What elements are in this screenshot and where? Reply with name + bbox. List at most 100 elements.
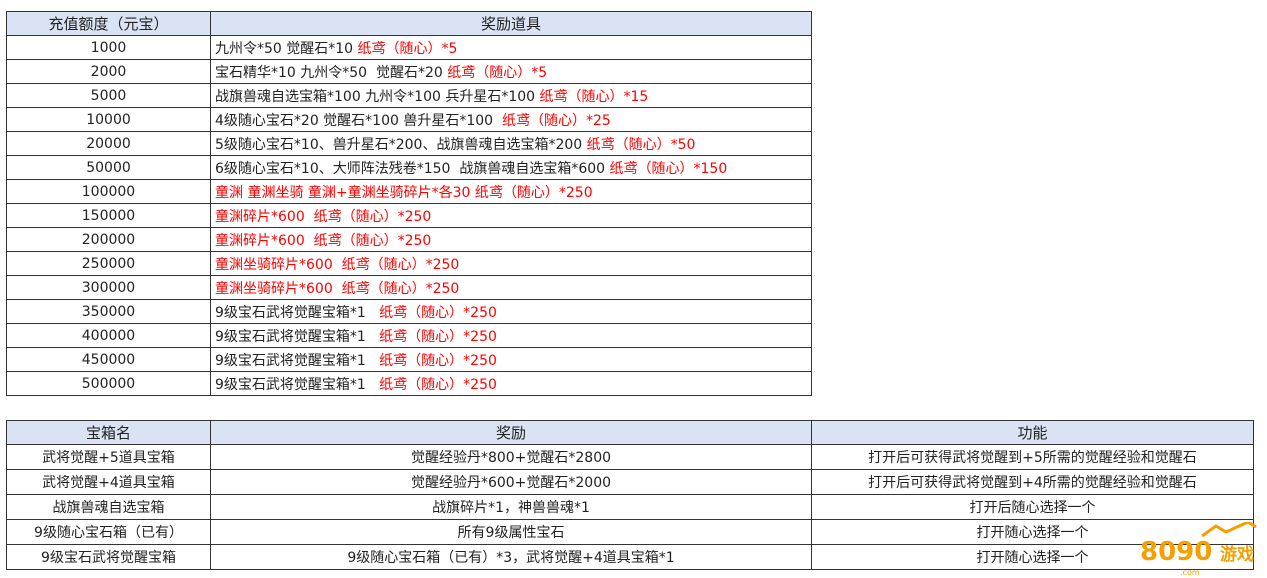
amount-cell: 500000 xyxy=(6,371,211,396)
amount-cell: 100000 xyxy=(6,179,211,204)
items-cell: 童渊碎片*600 纸鸢（随心）*250 xyxy=(210,203,812,228)
highlight-text: 童渊碎片*600 纸鸢（随心）*250 xyxy=(215,208,432,225)
highlight-text: 纸鸢（随心）*150 xyxy=(609,160,728,177)
table-row: 300000 童渊坐骑碎片*600 纸鸢（随心）*250 xyxy=(6,275,812,300)
highlight-text: 纸鸢（随心）*50 xyxy=(586,136,696,153)
function-cell: 打开随心选择一个 xyxy=(811,519,1254,545)
items-text: 4级随心宝石*20 觉醒石*100 兽升星石*100 xyxy=(215,112,502,129)
amount-cell: 250000 xyxy=(6,251,211,276)
reward-cell: 觉醒经验丹*600+觉醒石*2000 xyxy=(210,469,812,495)
items-text: 战旗兽魂自选宝箱*100 九州令*100 兵升星石*100 xyxy=(215,88,540,105)
amount-cell: 400000 xyxy=(6,323,211,348)
amount-cell: 5000 xyxy=(6,83,211,108)
table-row: 5000 战旗兽魂自选宝箱*100 九州令*100 兵升星石*100 纸鸢（随心）… xyxy=(6,83,812,108)
table-row: 2000 宝石精华*10 九州令*50 觉醒石*20 纸鸢（随心）*5 xyxy=(6,59,812,84)
items-cell: 童渊坐骑碎片*600 纸鸢（随心）*250 xyxy=(210,251,812,276)
amount-cell: 300000 xyxy=(6,275,211,300)
table-row: 350000 9级宝石武将觉醒宝箱*1 纸鸢（随心）*250 xyxy=(6,299,812,324)
items-cell: 9级宝石武将觉醒宝箱*1 纸鸢（随心）*250 xyxy=(210,299,812,324)
table-row: 500000 9级宝石武将觉醒宝箱*1 纸鸢（随心）*250 xyxy=(6,371,812,396)
amount-cell: 1000 xyxy=(6,35,211,60)
table-header: 宝箱名 奖励 功能 xyxy=(6,420,1254,445)
items-cell: 9级宝石武将觉醒宝箱*1 纸鸢（随心）*250 xyxy=(210,323,812,348)
function-cell: 打开后随心选择一个 xyxy=(811,494,1254,520)
items-text: 宝石精华*10 九州令*50 觉醒石*20 xyxy=(215,64,448,81)
table-header: 充值额度（元宝） 奖励道具 xyxy=(6,11,812,36)
items-text: 九州令*50 觉醒石*10 xyxy=(215,40,358,57)
table-row: 战旗兽魂自选宝箱 战旗碎片*1，神兽兽魂*1 打开后随心选择一个 xyxy=(6,494,1254,520)
table-row: 100000 童渊 童渊坐骑 童渊+童渊坐骑碎片*各30 纸鸢（随心）*250 xyxy=(6,179,812,204)
items-text: 9级宝石武将觉醒宝箱*1 xyxy=(215,304,380,321)
chest-table: 宝箱名 奖励 功能 武将觉醒+5道具宝箱 觉醒经验丹*800+觉醒石*2800 打开… xyxy=(6,420,1254,570)
items-cell: 宝石精华*10 九州令*50 觉醒石*20 纸鸢（随心）*5 xyxy=(210,59,812,84)
table-row: 20000 5级随心宝石*10、兽升星石*200、战旗兽魂自选宝箱*200 纸鸢（… xyxy=(6,131,812,156)
items-cell: 战旗兽魂自选宝箱*100 九州令*100 兵升星石*100 纸鸢（随心）*15 xyxy=(210,83,812,108)
table-row: 9级随心宝石箱（已有） 所有9级属性宝石 打开随心选择一个 xyxy=(6,519,1254,545)
table-row: 400000 9级宝石武将觉醒宝箱*1 纸鸢（随心）*250 xyxy=(6,323,812,348)
table-row: 10000 4级随心宝石*20 觉醒石*100 兽升星石*100 纸鸢（随心）*2… xyxy=(6,107,812,132)
items-cell: 9级宝石武将觉醒宝箱*1 纸鸢（随心）*250 xyxy=(210,347,812,372)
items-cell: 6级随心宝石*10、大师阵法残卷*150 战旗兽魂自选宝箱*600 纸鸢（随心）… xyxy=(210,155,812,180)
chest-name-cell: 战旗兽魂自选宝箱 xyxy=(6,494,211,520)
svg-text:.com: .com xyxy=(1180,568,1200,576)
table-row: 武将觉醒+5道具宝箱 觉醒经验丹*800+觉醒石*2800 打开后可获得武将觉醒到+… xyxy=(6,444,1254,470)
highlight-text: 纸鸢（随心）*250 xyxy=(379,376,497,393)
reward-cell: 觉醒经验丹*800+觉醒石*2800 xyxy=(210,444,812,470)
amount-cell: 50000 xyxy=(6,155,211,180)
chest-name-cell: 武将觉醒+5道具宝箱 xyxy=(6,444,211,470)
amount-cell: 20000 xyxy=(6,131,211,156)
items-text: 6级随心宝石*10、大师阵法残卷*150 战旗兽魂自选宝箱*600 xyxy=(215,160,610,177)
function-cell: 打开随心选择一个 xyxy=(811,544,1254,570)
highlight-text: 童渊碎片*600 纸鸢（随心）*250 xyxy=(215,232,432,249)
highlight-text: 童渊坐骑碎片*600 纸鸢（随心）*250 xyxy=(215,280,460,297)
table-row: 450000 9级宝石武将觉醒宝箱*1 纸鸢（随心）*250 xyxy=(6,347,812,372)
watermark-logo: 8090 游戏 .com xyxy=(1140,522,1257,576)
items-text: 9级宝石武将觉醒宝箱*1 xyxy=(215,352,380,369)
amount-cell: 2000 xyxy=(6,59,211,84)
items-cell: 童渊 童渊坐骑 童渊+童渊坐骑碎片*各30 纸鸢（随心）*250 xyxy=(210,179,812,204)
items-cell: 童渊碎片*600 纸鸢（随心）*250 xyxy=(210,227,812,252)
table-row: 50000 6级随心宝石*10、大师阵法残卷*150 战旗兽魂自选宝箱*600 纸… xyxy=(6,155,812,180)
highlight-text: 童渊坐骑碎片*600 纸鸢（随心）*250 xyxy=(215,256,460,273)
highlight-text: 纸鸢（随心）*250 xyxy=(379,352,497,369)
reward-cell: 所有9级属性宝石 xyxy=(210,519,812,545)
items-text: 9级宝石武将觉醒宝箱*1 xyxy=(215,376,380,393)
svg-text:游戏: 游戏 xyxy=(1220,544,1254,565)
amount-cell: 450000 xyxy=(6,347,211,372)
table-row: 1000 九州令*50 觉醒石*10 纸鸢（随心）*5 xyxy=(6,35,812,60)
amount-cell: 350000 xyxy=(6,299,211,324)
highlight-text: 纸鸢（随心）*15 xyxy=(539,88,649,105)
amount-cell: 200000 xyxy=(6,227,211,252)
svg-text:8090: 8090 xyxy=(1140,537,1212,567)
function-cell: 打开后可获得武将觉醒到+5所需的觉醒经验和觉醒石 xyxy=(811,444,1254,470)
highlight-text: 童渊 童渊坐骑 童渊+童渊坐骑碎片*各30 纸鸢（随心）*250 xyxy=(215,184,593,201)
items-cell: 4级随心宝石*20 觉醒石*100 兽升星石*100 纸鸢（随心）*25 xyxy=(210,107,812,132)
amount-cell: 10000 xyxy=(6,107,211,132)
highlight-text: 纸鸢（随心）*5 xyxy=(357,40,458,57)
items-text: 5级随心宝石*10、兽升星石*200、战旗兽魂自选宝箱*200 xyxy=(215,136,587,153)
header-amount: 充值额度（元宝） xyxy=(6,11,211,36)
header-chest-name: 宝箱名 xyxy=(6,420,211,445)
table-row: 150000 童渊碎片*600 纸鸢（随心）*250 xyxy=(6,203,812,228)
items-cell: 5级随心宝石*10、兽升星石*200、战旗兽魂自选宝箱*200 纸鸢（随心）*5… xyxy=(210,131,812,156)
items-cell: 九州令*50 觉醒石*10 纸鸢（随心）*5 xyxy=(210,35,812,60)
header-function: 功能 xyxy=(811,420,1254,445)
items-text: 9级宝石武将觉醒宝箱*1 xyxy=(215,328,380,345)
chest-name-cell: 9级宝石武将觉醒宝箱 xyxy=(6,544,211,570)
amount-cell: 150000 xyxy=(6,203,211,228)
highlight-text: 纸鸢（随心）*25 xyxy=(501,112,611,129)
table-row: 250000 童渊坐骑碎片*600 纸鸢（随心）*250 xyxy=(6,251,812,276)
items-cell: 9级宝石武将觉醒宝箱*1 纸鸢（随心）*250 xyxy=(210,371,812,396)
table-row: 200000 童渊碎片*600 纸鸢（随心）*250 xyxy=(6,227,812,252)
highlight-text: 纸鸢（随心）*250 xyxy=(379,304,497,321)
header-items: 奖励道具 xyxy=(210,11,812,36)
reward-cell: 9级随心宝石箱（已有）*3，武将觉醒+4道具宝箱*1 xyxy=(210,544,812,570)
table-row: 武将觉醒+4道具宝箱 觉醒经验丹*600+觉醒石*2000 打开后可获得武将觉醒到+… xyxy=(6,469,1254,495)
reward-cell: 战旗碎片*1，神兽兽魂*1 xyxy=(210,494,812,520)
highlight-text: 纸鸢（随心）*250 xyxy=(379,328,497,345)
chest-name-cell: 武将觉醒+4道具宝箱 xyxy=(6,469,211,495)
table-row: 9级宝石武将觉醒宝箱 9级随心宝石箱（已有）*3，武将觉醒+4道具宝箱*1 打开随心… xyxy=(6,544,1254,570)
header-reward: 奖励 xyxy=(210,420,812,445)
function-cell: 打开后可获得武将觉醒到+4所需的觉醒经验和觉醒石 xyxy=(811,469,1254,495)
items-cell: 童渊坐骑碎片*600 纸鸢（随心）*250 xyxy=(210,275,812,300)
